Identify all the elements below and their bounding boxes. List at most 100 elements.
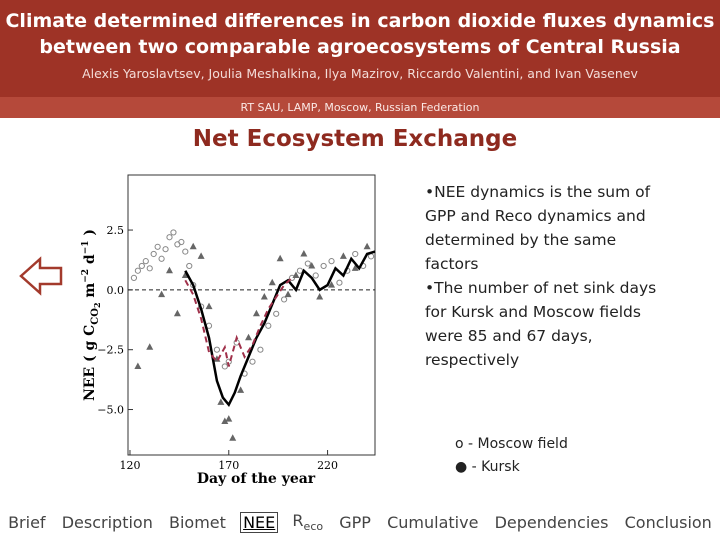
point	[328, 258, 335, 265]
title-line: between two comparable agroecosystems of…	[39, 36, 681, 58]
point	[229, 434, 237, 441]
point	[146, 343, 154, 350]
bullet: •The number of net sink days for Kursk a…	[425, 279, 657, 369]
point	[312, 272, 319, 279]
affiliation: RT SAU, LAMP, Moscow, Russian Federation	[0, 97, 720, 118]
point	[320, 262, 327, 270]
point	[154, 243, 161, 250]
nav-item[interactable]: Brief	[6, 513, 47, 532]
point	[170, 229, 177, 236]
point	[158, 290, 166, 298]
nav-text: Biomet	[169, 512, 226, 532]
point	[339, 252, 347, 259]
x-tick-label: 220	[317, 459, 338, 472]
line	[184, 250, 376, 408]
point	[150, 250, 157, 258]
legend-entry: ● - Kursk	[455, 459, 520, 475]
point	[252, 309, 260, 317]
nav-text: Dependencies	[494, 512, 609, 532]
nav-text: NEE	[243, 512, 276, 532]
nav-bar: Brief Description Biomet NEE Reco GPP Cumulati…	[0, 504, 720, 540]
line	[184, 277, 293, 367]
y-axis-label-part: )	[82, 229, 98, 241]
banner: Climate determined differences in carbon…	[0, 0, 720, 100]
point	[178, 238, 185, 246]
point	[328, 281, 336, 288]
y-axis-label-part: d	[82, 254, 98, 269]
point	[265, 322, 272, 329]
point	[205, 302, 213, 310]
y-tick-label: 2.5	[107, 224, 125, 237]
point	[352, 250, 359, 258]
nav-item[interactable]: Cumulative	[385, 513, 480, 532]
point	[182, 248, 189, 255]
point	[173, 309, 181, 317]
point	[134, 267, 141, 274]
authors: Alexis Yaroslavtsev, Joulia Meshalkina, …	[82, 66, 638, 81]
nav-text: Cumulative	[387, 512, 479, 532]
point	[284, 290, 292, 298]
nav-item[interactable]: Dependencies	[493, 513, 611, 532]
nav-text: R	[292, 510, 304, 530]
y-tick-label: 0.0	[107, 284, 125, 297]
point	[162, 246, 169, 253]
y-axis-label-part: −1	[81, 240, 91, 254]
nav-item[interactable]: Reco	[290, 511, 325, 533]
chart: NEE ( g CCO2 m−2 d−1 ) Day of the year 2…	[81, 174, 376, 487]
point	[281, 296, 288, 303]
x-axis-label: Day of the year	[197, 471, 316, 487]
y-tick-label: −5.0	[97, 404, 124, 417]
section-title: Net Ecosystem Exchange	[192, 126, 518, 152]
nav-text: Conclusion	[624, 512, 712, 532]
point	[276, 254, 284, 262]
point	[268, 278, 276, 286]
nav-item[interactable]: Conclusion	[623, 513, 714, 532]
nav-item[interactable]: Biomet	[167, 513, 228, 532]
point	[130, 274, 138, 282]
title-line: Climate determined differences in carbon…	[5, 10, 715, 32]
nav-subscript: eco	[303, 520, 324, 534]
nav-item[interactable]: Description	[60, 513, 155, 532]
point	[166, 234, 173, 241]
back-arrow[interactable]	[18, 255, 64, 297]
point	[221, 417, 229, 424]
point	[245, 333, 253, 341]
y-axis-label-part: −2	[81, 269, 91, 283]
point	[134, 362, 142, 369]
point	[221, 363, 228, 370]
arrow-shape	[19, 256, 63, 296]
point	[292, 271, 300, 279]
x-tick-label: 120	[119, 459, 140, 472]
legend: o - Moscow field ● - Kursk	[455, 433, 568, 479]
y-axis-label-part: NEE ( g C	[82, 325, 98, 401]
title: Climate determined differences in carbon…	[0, 0, 720, 60]
point	[363, 242, 371, 250]
plot-frame	[127, 174, 376, 456]
point	[142, 258, 149, 265]
nav-item[interactable]: GPP	[337, 513, 373, 532]
nav-item[interactable]: NEE	[240, 511, 279, 533]
y-axis-label-part: 2	[92, 302, 102, 308]
bullets: •NEE dynamics is the sum of GPP and Reco…	[425, 180, 665, 372]
point	[249, 358, 256, 365]
point	[237, 386, 245, 393]
legend-entry: o - Moscow field	[455, 436, 568, 452]
nav-text: Brief	[8, 512, 46, 532]
point	[296, 267, 304, 274]
point	[225, 415, 233, 422]
point	[197, 252, 205, 259]
point	[138, 262, 145, 270]
x-tick-label: 170	[218, 459, 239, 472]
point	[351, 264, 359, 271]
point	[189, 242, 197, 250]
bullet: •NEE dynamics is the sum of GPP and Reco…	[425, 183, 651, 273]
point	[146, 265, 153, 272]
point	[316, 293, 324, 300]
y-axis-label-part: m	[82, 283, 98, 303]
point	[257, 346, 264, 353]
point	[336, 279, 343, 286]
y-tick-label: −2.5	[97, 344, 124, 357]
y-axis-label: NEE ( g CCO2 m−2 d−1 )	[81, 229, 102, 401]
point	[213, 346, 221, 353]
